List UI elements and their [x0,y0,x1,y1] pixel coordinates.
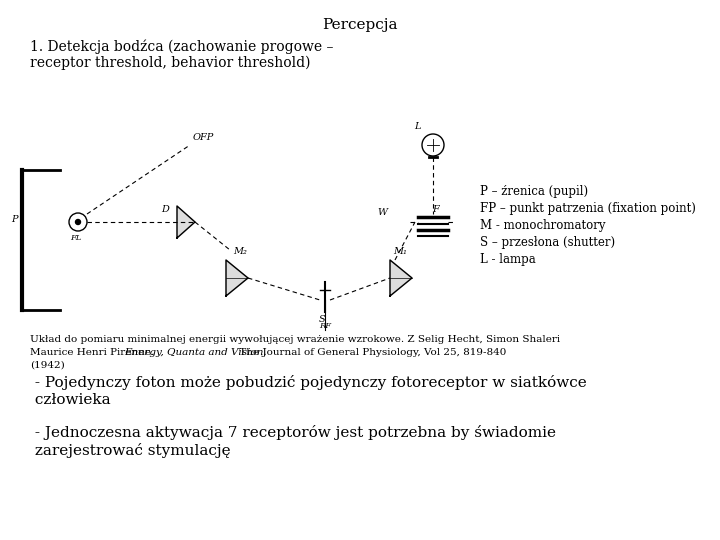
Text: Energy, Quanta and Vision.: Energy, Quanta and Vision. [125,348,267,357]
Text: zarejestrować stymulację: zarejestrować stymulację [30,443,230,458]
Text: W: W [377,208,387,217]
Text: M₁: M₁ [393,247,407,256]
Polygon shape [177,206,195,238]
Text: L - lampa: L - lampa [480,253,536,266]
Text: P – źrenica (pupil): P – źrenica (pupil) [480,185,588,198]
Text: M₂: M₂ [233,247,247,256]
Text: S – przesłona (shutter): S – przesłona (shutter) [480,236,615,249]
Text: RF: RF [319,322,331,330]
Text: Układ do pomiaru minimalnej energii wywołującej wrażenie wzrokowe. Z Selig Hecht: Układ do pomiaru minimalnej energii wywo… [30,335,560,344]
Text: receptor threshold, behavior threshold): receptor threshold, behavior threshold) [30,56,310,70]
Text: OFP: OFP [193,133,215,142]
Polygon shape [390,260,412,296]
Text: FL: FL [71,234,81,242]
Circle shape [76,219,81,225]
Text: The Journal of General Physiology, Vol 25, 819-840: The Journal of General Physiology, Vol 2… [236,348,507,357]
Text: L: L [414,122,420,131]
Text: (1942): (1942) [30,361,65,370]
Text: Percepcja: Percepcja [323,18,397,32]
Text: D: D [161,205,169,214]
Text: - Jednoczesna aktywacja 7 receptorów jest potrzebna by świadomie: - Jednoczesna aktywacja 7 receptorów jes… [30,425,556,440]
Text: P: P [11,215,17,225]
Text: 1. Detekcja bodźca (zachowanie progowe –: 1. Detekcja bodźca (zachowanie progowe – [30,40,333,55]
Text: F: F [432,205,438,214]
Text: M - monochromatory: M - monochromatory [480,219,606,232]
Polygon shape [226,260,248,296]
Text: Maurice Henri Pirenne.: Maurice Henri Pirenne. [30,348,156,357]
Text: FP – punkt patrzenia (fixation point): FP – punkt patrzenia (fixation point) [480,202,696,215]
Text: S: S [319,315,325,324]
Text: człowieka: człowieka [30,393,111,407]
Text: - Pojedynczy foton może pobudzić pojedynczy fotoreceptor w siatkówce: - Pojedynczy foton może pobudzić pojedyn… [30,375,587,390]
